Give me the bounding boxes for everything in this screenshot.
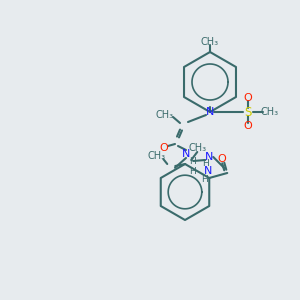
Text: H: H [190,157,196,166]
Text: H: H [189,167,196,176]
Text: CH₃: CH₃ [261,107,279,117]
Text: O: O [244,93,252,103]
Text: N: N [206,107,214,117]
Text: CH₃: CH₃ [147,151,165,161]
Text: O: O [160,143,168,153]
Text: CH₃: CH₃ [156,110,174,120]
Text: CH₃: CH₃ [188,143,206,153]
Text: O: O [218,154,226,164]
Text: S: S [244,106,252,118]
Text: O: O [244,121,252,131]
Text: H: H [201,175,208,184]
Text: N: N [204,166,212,176]
Text: H: H [202,160,208,169]
Text: N: N [205,152,213,162]
Text: CH₃: CH₃ [201,37,219,47]
Text: N: N [182,149,190,159]
